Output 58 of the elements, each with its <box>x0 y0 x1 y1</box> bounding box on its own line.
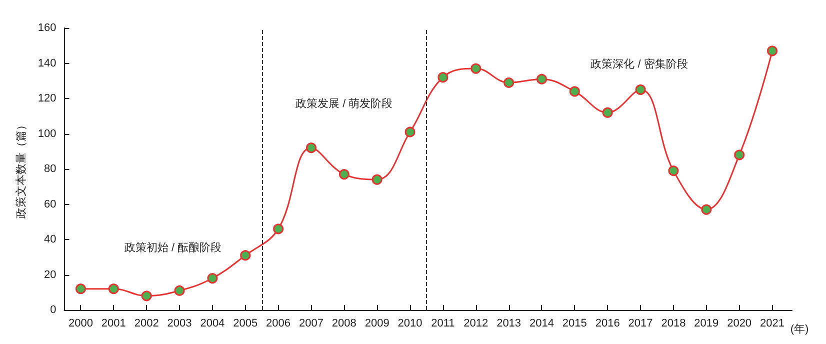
x-tick-label: 2017 <box>628 318 653 330</box>
point <box>174 285 185 296</box>
point <box>438 72 448 83</box>
point <box>75 284 86 294</box>
point <box>404 126 416 138</box>
x-tick-label: 2005 <box>233 318 258 330</box>
x-tick-label: 2011 <box>431 318 455 330</box>
x-tick-label: 2002 <box>134 318 159 330</box>
point <box>273 224 284 234</box>
y-tick-label: 20 <box>44 268 56 281</box>
y-tick-label: 160 <box>38 22 56 34</box>
y-tick-label: 80 <box>44 163 56 175</box>
x-tick-label: 2018 <box>661 318 686 330</box>
annotation: 政策初始 / 酝酿阶段 <box>124 240 222 254</box>
point <box>338 169 350 180</box>
x-tick-label: 2010 <box>398 318 422 330</box>
x-tick-label: 2020 <box>727 318 752 330</box>
point <box>470 63 482 74</box>
point <box>240 250 251 261</box>
x-tick-label: 2003 <box>167 318 192 330</box>
x-tick-label: 2006 <box>266 318 291 330</box>
point <box>602 107 613 118</box>
x-axis-title: (年) <box>790 324 809 336</box>
x-tick-label: 2015 <box>562 318 587 330</box>
x-tick-label: 2012 <box>464 318 488 330</box>
y-tick-label: 100 <box>38 128 56 140</box>
point <box>108 284 119 294</box>
x-tick-label: 2014 <box>529 318 554 330</box>
x-tick-label: 2007 <box>298 318 324 330</box>
annotation: 政策深化 / 密集阶段 <box>590 58 688 71</box>
y-tick-label: 60 <box>44 198 56 210</box>
y-tick-label: 120 <box>38 92 56 104</box>
point <box>306 142 316 154</box>
y-tick-label: 0 <box>50 304 56 316</box>
point <box>734 150 745 160</box>
x-tick-label: 2000 <box>68 318 93 330</box>
y-tick-label: 140 <box>38 57 56 70</box>
point <box>372 174 382 185</box>
y-tick-label: 40 <box>44 234 56 246</box>
point <box>207 273 218 284</box>
point <box>141 290 152 302</box>
point <box>504 77 514 88</box>
point <box>701 204 712 215</box>
x-tick-label: 2016 <box>595 318 620 330</box>
annotation: 政策发展 / 萌发阶段 <box>296 97 393 110</box>
x-tick-label: 2009 <box>364 318 390 330</box>
x-tick-label: 2008 <box>332 318 356 330</box>
point <box>536 74 547 84</box>
y-axis-title: 政策文本数量（篇） <box>14 120 28 218</box>
x-tick-label: 2013 <box>496 318 522 330</box>
point <box>767 46 778 56</box>
point <box>635 84 646 95</box>
x-tick-label: 2021 <box>760 318 784 330</box>
point <box>569 86 580 97</box>
point <box>668 166 679 176</box>
x-tick-label: 2019 <box>694 318 719 330</box>
x-tick-label: 2001 <box>101 318 126 330</box>
x-tick-label: 2004 <box>200 318 225 330</box>
